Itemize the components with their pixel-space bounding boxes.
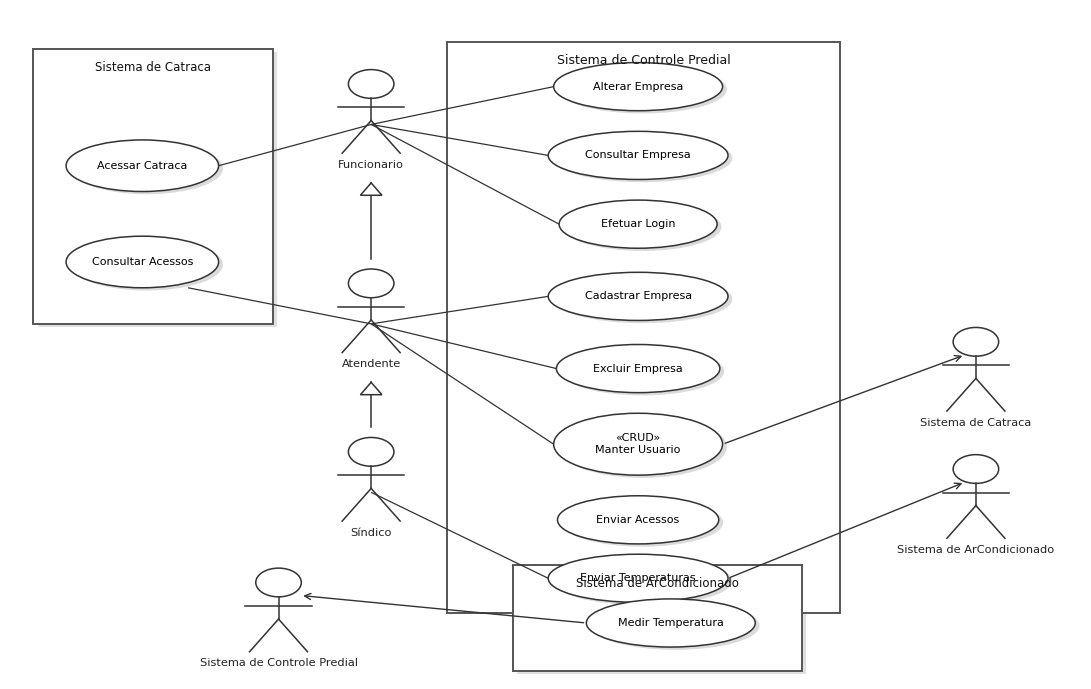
Text: Cadastrar Empresa: Cadastrar Empresa (585, 291, 692, 301)
Text: Consultar Acessos: Consultar Acessos (92, 257, 193, 267)
Text: Enviar Temperaturas: Enviar Temperaturas (580, 573, 696, 584)
FancyBboxPatch shape (34, 49, 273, 324)
Text: Sistema de ArCondicionado: Sistema de ArCondicionado (897, 545, 1055, 555)
Ellipse shape (558, 65, 727, 114)
Ellipse shape (559, 200, 717, 248)
Text: Medir Temperatura: Medir Temperatura (618, 618, 723, 628)
Text: Acessar Catraca: Acessar Catraca (97, 161, 188, 171)
Ellipse shape (552, 134, 732, 182)
Circle shape (255, 568, 301, 597)
Ellipse shape (553, 413, 722, 475)
FancyBboxPatch shape (513, 564, 802, 671)
Ellipse shape (556, 344, 720, 393)
Text: Excluir Empresa: Excluir Empresa (594, 364, 683, 373)
Ellipse shape (552, 275, 732, 323)
Ellipse shape (71, 239, 223, 291)
Ellipse shape (553, 63, 722, 111)
Text: Sistema de ArCondicionado: Sistema de ArCondicionado (576, 577, 739, 590)
Text: Sistema de Catraca: Sistema de Catraca (95, 61, 212, 74)
Circle shape (954, 455, 998, 484)
Text: Enviar Acessos: Enviar Acessos (597, 515, 680, 525)
Circle shape (348, 269, 394, 298)
Text: «CRUD»
Manter Usuario: «CRUD» Manter Usuario (596, 433, 681, 455)
Text: Efetuar Login: Efetuar Login (601, 219, 675, 229)
Ellipse shape (548, 132, 728, 179)
Text: Sistema de Controle Predial: Sistema de Controle Predial (556, 54, 731, 68)
Ellipse shape (71, 143, 223, 194)
Ellipse shape (67, 140, 218, 192)
Text: Sistema de Controle Predial: Sistema de Controle Predial (200, 658, 358, 668)
FancyBboxPatch shape (447, 42, 840, 613)
Circle shape (348, 438, 394, 466)
FancyBboxPatch shape (38, 52, 277, 327)
Ellipse shape (548, 272, 728, 320)
Text: Síndico: Síndico (350, 528, 392, 537)
Ellipse shape (586, 599, 755, 647)
Polygon shape (360, 382, 382, 395)
Text: Consultar Empresa: Consultar Empresa (585, 150, 691, 161)
Ellipse shape (548, 554, 728, 602)
Ellipse shape (558, 496, 719, 544)
Circle shape (348, 70, 394, 99)
Ellipse shape (67, 236, 218, 288)
Text: Alterar Empresa: Alterar Empresa (592, 81, 683, 92)
Ellipse shape (561, 347, 724, 395)
Ellipse shape (562, 499, 723, 546)
Text: Funcionario: Funcionario (338, 160, 404, 169)
FancyBboxPatch shape (517, 567, 806, 674)
Text: Sistema de Catraca: Sistema de Catraca (921, 418, 1031, 428)
Ellipse shape (590, 601, 759, 650)
Text: Atendente: Atendente (341, 359, 400, 369)
Ellipse shape (552, 557, 732, 605)
Ellipse shape (558, 416, 727, 478)
Circle shape (954, 327, 998, 356)
Polygon shape (360, 183, 382, 195)
Ellipse shape (563, 203, 721, 251)
